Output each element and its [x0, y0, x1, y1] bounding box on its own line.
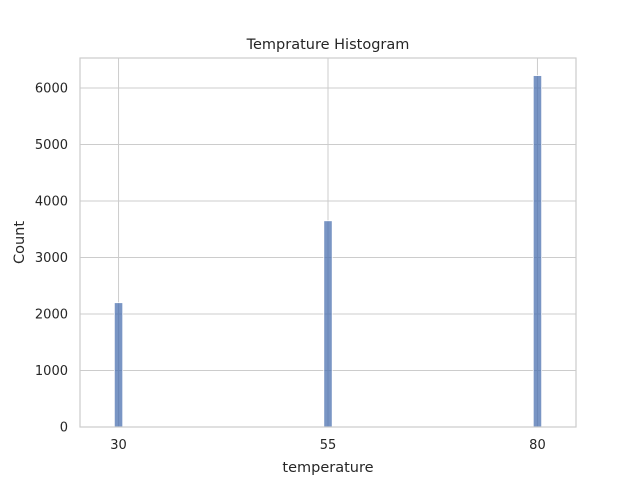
x-tick-label: 55 — [320, 438, 337, 453]
plot-frame — [79, 57, 577, 428]
x-tick-labels: 30 55 80 — [110, 438, 545, 453]
chart-title: Temprature Histogram — [246, 37, 410, 53]
y-tick-label: 2000 — [35, 308, 68, 323]
y-tick-label: 4000 — [35, 195, 68, 210]
histogram-bar-30 — [113, 302, 124, 428]
x-tick-label: 80 — [529, 438, 546, 453]
y-tick-label: 3000 — [35, 251, 68, 266]
y-tick-label: 0 — [60, 421, 68, 436]
histogram-bar-55 — [323, 220, 333, 428]
y-axis-label: Count — [12, 221, 28, 264]
y-tick-labels: 0 1000 2000 3000 4000 5000 6000 — [35, 82, 68, 436]
y-tick-label: 5000 — [35, 138, 68, 153]
y-tick-label: 6000 — [35, 82, 68, 97]
x-axis-label: temperature — [282, 460, 373, 476]
x-tick-label: 30 — [110, 438, 127, 453]
histogram-bar-80 — [532, 75, 543, 428]
y-tick-label: 1000 — [35, 364, 68, 379]
